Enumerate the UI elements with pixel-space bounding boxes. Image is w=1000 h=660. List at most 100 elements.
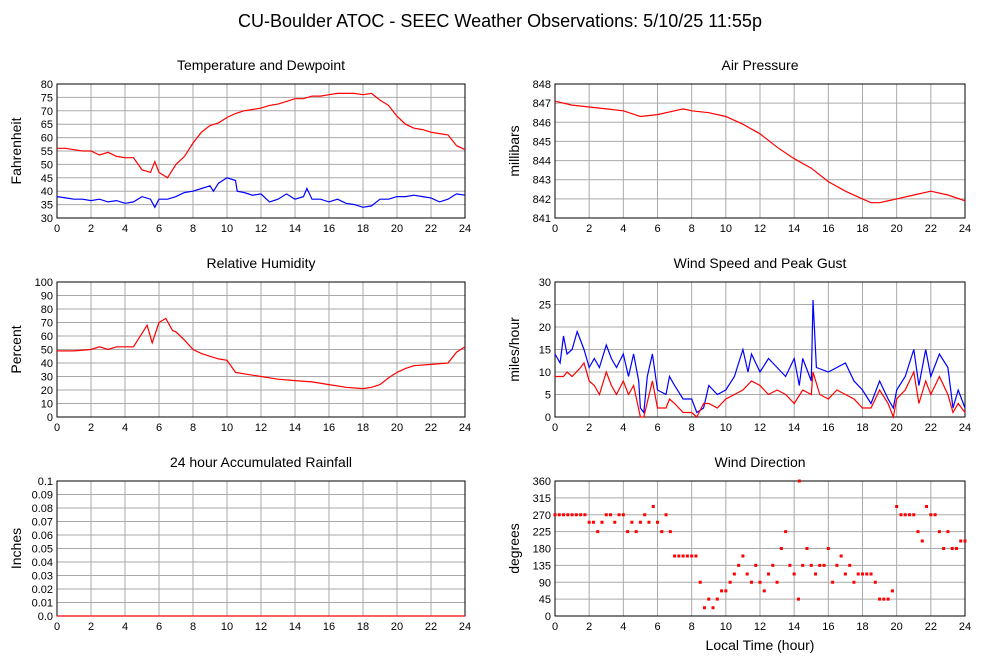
x-tick-label: 12 — [255, 621, 267, 633]
data-point — [865, 572, 869, 576]
y-tick-label: 180 — [533, 544, 551, 556]
data-point — [895, 505, 899, 508]
panel-title: 24 hour Accumulated Rainfall — [170, 454, 352, 470]
x-tick-label: 2 — [88, 422, 94, 434]
y-tick-label: 0.05 — [32, 544, 53, 556]
y-tick-label: 80 — [41, 304, 53, 316]
x-tick-label: 22 — [925, 422, 937, 434]
x-tick-label: 14 — [788, 422, 800, 434]
series-line-0 — [57, 92, 466, 179]
y-tick-label: 0 — [545, 412, 551, 424]
y-tick-label: 270 — [533, 510, 551, 522]
x-tick-label: 18 — [357, 621, 369, 633]
y-tick-label: 25 — [539, 300, 551, 312]
y-tick-label: 0.09 — [32, 490, 53, 502]
data-point — [745, 572, 749, 576]
data-point — [553, 513, 557, 517]
y-tick-label: 55 — [41, 146, 53, 158]
y-tick-label: 0.06 — [32, 530, 53, 542]
x-tick-label: 24 — [459, 223, 471, 235]
y-axis-label: Fahrenheit — [8, 117, 24, 184]
data-point — [852, 580, 856, 584]
x-tick-label: 18 — [357, 223, 369, 235]
data-point — [643, 513, 647, 517]
x-tick-label: 8 — [689, 621, 695, 633]
data-point — [647, 520, 651, 524]
data-point — [805, 547, 809, 550]
x-tick-label: 16 — [323, 422, 335, 434]
x-tick-label: 16 — [323, 223, 335, 235]
series-line-0 — [554, 299, 966, 415]
plot-frame — [554, 480, 966, 617]
y-tick-label: 0.08 — [32, 503, 53, 515]
data-point — [907, 513, 911, 517]
plot-frame — [554, 83, 966, 219]
x-tick-label: 14 — [289, 223, 301, 235]
x-tick-label: 10 — [720, 223, 732, 235]
x-tick-label: 6 — [156, 422, 162, 434]
x-tick-label: 6 — [156, 621, 162, 633]
x-tick-label: 10 — [720, 621, 732, 633]
y-tick-label: 35 — [41, 200, 53, 212]
x-tick-label: 10 — [720, 422, 732, 434]
data-point — [869, 572, 873, 576]
data-point — [903, 513, 907, 517]
data-point — [579, 513, 583, 517]
data-point — [801, 563, 805, 567]
y-tick-label: 360 — [533, 476, 551, 488]
data-point — [566, 513, 570, 517]
y-tick-label: 0.1 — [38, 476, 53, 488]
y-tick-label: 225 — [533, 527, 551, 539]
y-tick-label: 30 — [539, 277, 551, 289]
x-tick-label: 4 — [620, 422, 626, 434]
series-line-0 — [554, 100, 966, 204]
data-point — [767, 572, 771, 576]
data-point — [818, 563, 822, 567]
y-tick-label: 315 — [533, 493, 551, 505]
data-point — [664, 513, 668, 517]
y-tick-label: 50 — [41, 159, 53, 171]
x-tick-label: 8 — [190, 621, 196, 633]
x-tick-label: 24 — [959, 422, 971, 434]
panel-title: Air Pressure — [721, 57, 798, 73]
y-tick-label: 848 — [533, 79, 551, 91]
data-point — [668, 530, 672, 534]
data-point — [728, 580, 732, 584]
y-tick-label: 40 — [41, 358, 53, 370]
y-tick-label: 70 — [41, 106, 53, 118]
panel-rain: 0.00.01 0.020.03 0.040.05 0.060.07 0.080.09 0… — [8, 454, 471, 633]
x-tick-label: 16 — [822, 422, 834, 434]
data-point — [673, 554, 677, 558]
x-tick-label: 2 — [586, 621, 592, 633]
data-point — [920, 539, 924, 543]
x-tick-label: 20 — [891, 621, 903, 633]
y-axis-label: degrees — [506, 523, 522, 574]
data-point — [929, 513, 933, 517]
y-tick-label: 80 — [41, 79, 53, 91]
x-tick-label: 4 — [620, 621, 626, 633]
data-point — [656, 520, 659, 524]
y-tick-label: 0.04 — [32, 557, 53, 569]
y-tick-label: 20 — [539, 322, 551, 334]
data-point — [591, 520, 595, 524]
y-tick-label: 0.07 — [32, 517, 53, 529]
x-tick-label: 24 — [459, 422, 471, 434]
data-point — [873, 580, 877, 584]
y-axis-label: miles/hour — [506, 317, 522, 382]
x-tick-label: 20 — [391, 422, 403, 434]
x-tick-label: 12 — [754, 621, 766, 633]
figure-title: CU-Boulder ATOC - SEEC Weather Observati… — [238, 11, 762, 31]
data-point — [758, 580, 762, 584]
data-point — [600, 520, 604, 524]
x-tick-label: 24 — [959, 621, 971, 633]
x-tick-label: 22 — [425, 422, 437, 434]
y-tick-label: 90 — [41, 291, 53, 303]
data-point — [604, 513, 608, 517]
y-tick-label: 0.03 — [32, 571, 53, 583]
y-tick-label: 135 — [533, 560, 551, 572]
x-tick-label: 12 — [754, 223, 766, 235]
y-tick-label: 0.01 — [32, 598, 53, 610]
x-tick-label: 22 — [425, 223, 437, 235]
